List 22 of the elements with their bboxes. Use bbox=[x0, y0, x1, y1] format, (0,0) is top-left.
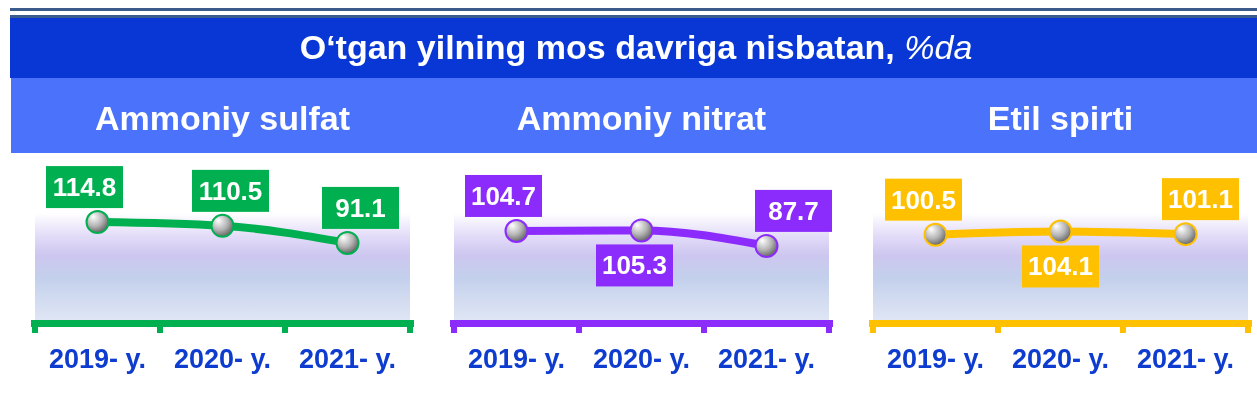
x-tick-label: 2019- y. bbox=[467, 344, 566, 374]
data-label: 110.5 bbox=[198, 175, 263, 206]
x-tick-label: 2021- y. bbox=[298, 344, 397, 374]
x-tick-label: 2019- y. bbox=[48, 344, 147, 374]
data-label: 101.1 bbox=[1167, 184, 1234, 215]
text: O‘tgan yilning mos davriga nisbatan, %da bbox=[299, 28, 973, 66]
x-tick-label: 2020- y. bbox=[1011, 344, 1110, 374]
x-tick-label: 2020- y. bbox=[173, 344, 272, 374]
data-label: 105.3 bbox=[601, 250, 668, 281]
data-label: 91.1 bbox=[335, 192, 386, 223]
x-tick-label: 2019- y. bbox=[886, 344, 985, 374]
x-tick-label: 2021- y. bbox=[717, 344, 816, 374]
data-label: 114.8 bbox=[52, 172, 117, 203]
chart-title: Ammoniy nitrat bbox=[516, 99, 767, 137]
data-label: 104.7 bbox=[470, 180, 537, 211]
chart-title: Etil spirti bbox=[987, 99, 1134, 137]
data-label: 104.1 bbox=[1027, 251, 1094, 282]
x-tick-label: 2020- y. bbox=[592, 344, 691, 374]
data-label: 87.7 bbox=[768, 195, 819, 226]
data-label: 100.5 bbox=[890, 184, 957, 215]
x-tick-label: 2021- y. bbox=[1136, 344, 1235, 374]
chart-title: Ammoniy sulfat bbox=[94, 99, 351, 137]
